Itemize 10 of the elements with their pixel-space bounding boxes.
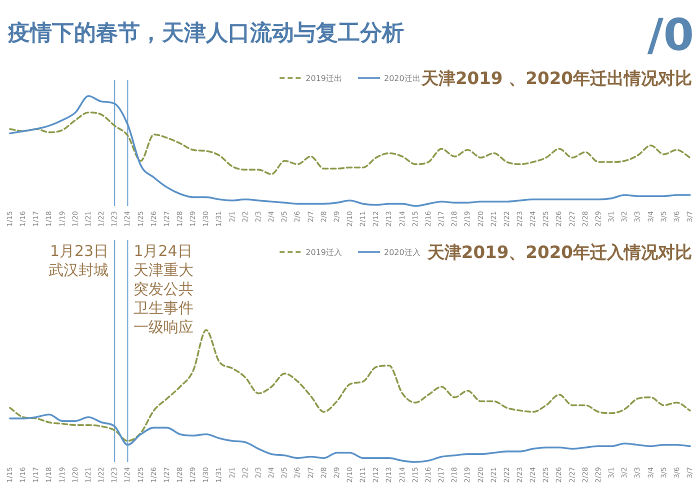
legend-label: 2020迁入 [384,248,420,257]
legend-label: 2019迁入 [306,248,342,257]
text: /0 [647,10,694,61]
legend-label: 2019迁出 [306,74,342,83]
legend-label: 2020迁出 [384,74,420,83]
chart-title: 天津2019 、2020年迁出情况对比 [420,69,692,89]
chart-title: 天津2019、2020年迁入情况对比 [426,243,692,263]
text: 疫情下的春节，天津人口流动与复工分析 [7,20,404,46]
ref-line-label: 1月23日武汉封城 [48,242,109,279]
ref-line-label: 1月24日天津重大突发公共卫生事件一级响应 [134,242,194,336]
